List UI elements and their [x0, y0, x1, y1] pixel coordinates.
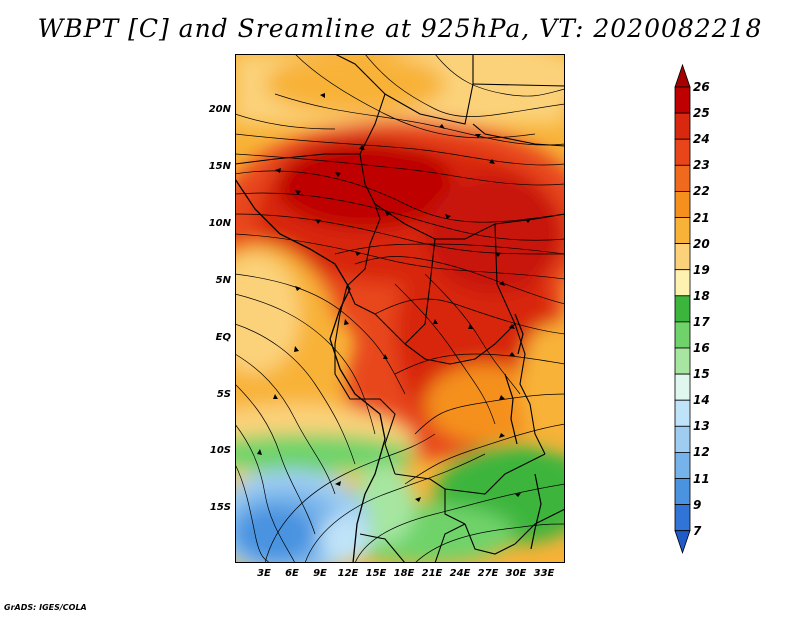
colorbar-segment — [674, 164, 691, 192]
colorbar-label: 9 — [693, 497, 702, 512]
colorbar-segment — [674, 321, 691, 349]
colorbar-label: 22 — [693, 184, 710, 199]
lat-label-15n: 15N — [208, 161, 231, 172]
colorbar-label: 20 — [693, 236, 710, 251]
coastline — [235, 178, 386, 563]
colorbar-label: 16 — [693, 341, 710, 355]
colorbar-segment — [674, 138, 691, 166]
colorbar-segment — [674, 451, 691, 479]
colorbar-label: 12 — [693, 445, 710, 460]
colorbar — [674, 63, 691, 554]
streamline-arrows — [257, 93, 531, 502]
colorbar-label: 14 — [693, 393, 710, 408]
colorbar-segment — [674, 269, 691, 297]
lon-label-18e: 18E — [393, 568, 415, 579]
lat-label-10s: 10S — [209, 445, 231, 456]
colorbar-segment — [674, 504, 691, 532]
colorbar-label: 25 — [693, 106, 710, 121]
rift-lakes — [504, 313, 542, 550]
lat-label-eq: EQ — [215, 332, 231, 343]
colorbar-label: 11 — [693, 471, 710, 486]
colorbar-label: 7 — [693, 523, 702, 538]
colorbar-label: 15 — [693, 367, 710, 382]
lat-label-20n: 20N — [208, 104, 231, 115]
lat-label-10n: 10N — [208, 218, 231, 229]
lon-label-15e: 15E — [365, 568, 387, 579]
colorbar-segment — [674, 295, 691, 323]
lon-label-24e: 24E — [449, 568, 471, 579]
colorbar-label: 18 — [693, 288, 710, 303]
lat-label-5s: 5S — [216, 389, 231, 400]
lon-label-3e: 3E — [257, 568, 271, 579]
lat-label-5n: 5N — [215, 275, 231, 286]
lon-label-27e: 27E — [477, 568, 499, 579]
colorbar-bottom-arrow — [674, 530, 691, 554]
streamlines — [235, 54, 565, 563]
colorbar-label: 24 — [693, 132, 710, 147]
map-title: WBPT [C] and Sreamline at 925hPa, VT: 20… — [37, 14, 763, 43]
lon-label-9e: 9E — [313, 568, 327, 579]
colorbar-segment — [674, 217, 691, 245]
colorbar-segment — [674, 478, 691, 506]
colorbar-segment — [674, 347, 691, 375]
colorbar-label: 17 — [693, 314, 710, 329]
colorbar-segment — [674, 399, 691, 427]
wbpt-streamline-map — [235, 54, 565, 563]
colorbar-segment — [674, 190, 691, 218]
lon-label-12e: 12E — [337, 568, 359, 579]
colorbar-label: 26 — [693, 80, 710, 94]
colorbar-top-arrow — [674, 63, 691, 88]
colorbar-label: 23 — [693, 158, 710, 173]
grads-credit: GrADS: IGES/COLA — [4, 603, 87, 612]
colorbar-label: 21 — [693, 210, 710, 225]
temperature-field — [235, 54, 565, 563]
colorbar-label: 13 — [693, 419, 710, 434]
lon-label-6e: 6E — [285, 568, 299, 579]
lat-label-15s: 15S — [209, 502, 231, 513]
colorbar-label: 19 — [693, 262, 710, 277]
colorbar-segment — [674, 373, 691, 401]
country-borders — [235, 54, 565, 563]
lon-label-21e: 21E — [421, 568, 443, 579]
colorbar-segment — [674, 86, 691, 114]
colorbar-segment — [674, 425, 691, 453]
colorbar-segment — [674, 112, 691, 140]
colorbar-segment — [674, 243, 691, 271]
lon-label-30e: 30E — [505, 568, 527, 579]
lon-label-33e: 33E — [533, 568, 555, 579]
